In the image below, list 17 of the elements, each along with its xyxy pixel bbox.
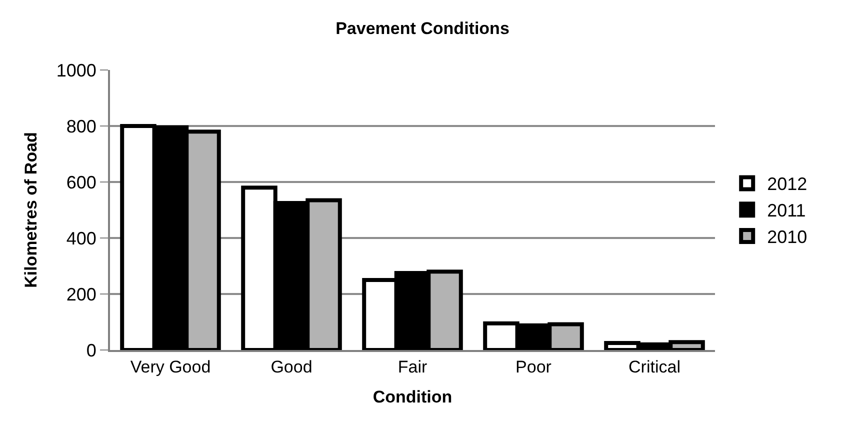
legend-label: 2010 bbox=[767, 227, 808, 248]
x-tick-label: Critical bbox=[628, 357, 680, 376]
x-tick-label: Good bbox=[270, 357, 312, 376]
x-tick-label: Very Good bbox=[130, 357, 211, 376]
legend-label: 2011 bbox=[767, 200, 806, 221]
y-tick-label: 800 bbox=[66, 116, 96, 136]
y-tick-label: 0 bbox=[86, 340, 96, 360]
y-tick-label: 1000 bbox=[56, 60, 96, 80]
y-tick-label: 600 bbox=[66, 172, 96, 192]
chart-title: Pavement Conditions bbox=[336, 18, 510, 38]
y-tick-label: 200 bbox=[66, 284, 96, 304]
y-axis-title: Kilometres of Road bbox=[21, 132, 40, 288]
legend-label: 2012 bbox=[767, 174, 808, 194]
x-tick-label: Fair bbox=[398, 357, 428, 376]
y-tick-label: 400 bbox=[66, 228, 96, 248]
x-axis-title: Condition bbox=[372, 387, 452, 406]
x-tick-label: Poor bbox=[516, 357, 552, 376]
